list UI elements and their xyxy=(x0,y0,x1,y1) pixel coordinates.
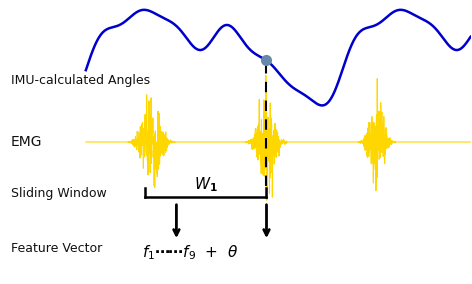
Text: Feature Vector: Feature Vector xyxy=(11,242,102,255)
Text: Sliding Window: Sliding Window xyxy=(11,187,107,200)
Text: EMG: EMG xyxy=(11,135,42,149)
Text: IMU-calculated Angles: IMU-calculated Angles xyxy=(11,74,150,87)
Text: $\mathbf{\mathit{W}}_\mathbf{1}$: $\mathbf{\mathit{W}}_\mathbf{1}$ xyxy=(194,175,218,194)
Text: $f_1$$\mathbf{\cdots\!\cdots}$$f_9$  +  $\theta$: $f_1$$\mathbf{\cdots\!\cdots}$$f_9$ + $\… xyxy=(142,243,239,262)
